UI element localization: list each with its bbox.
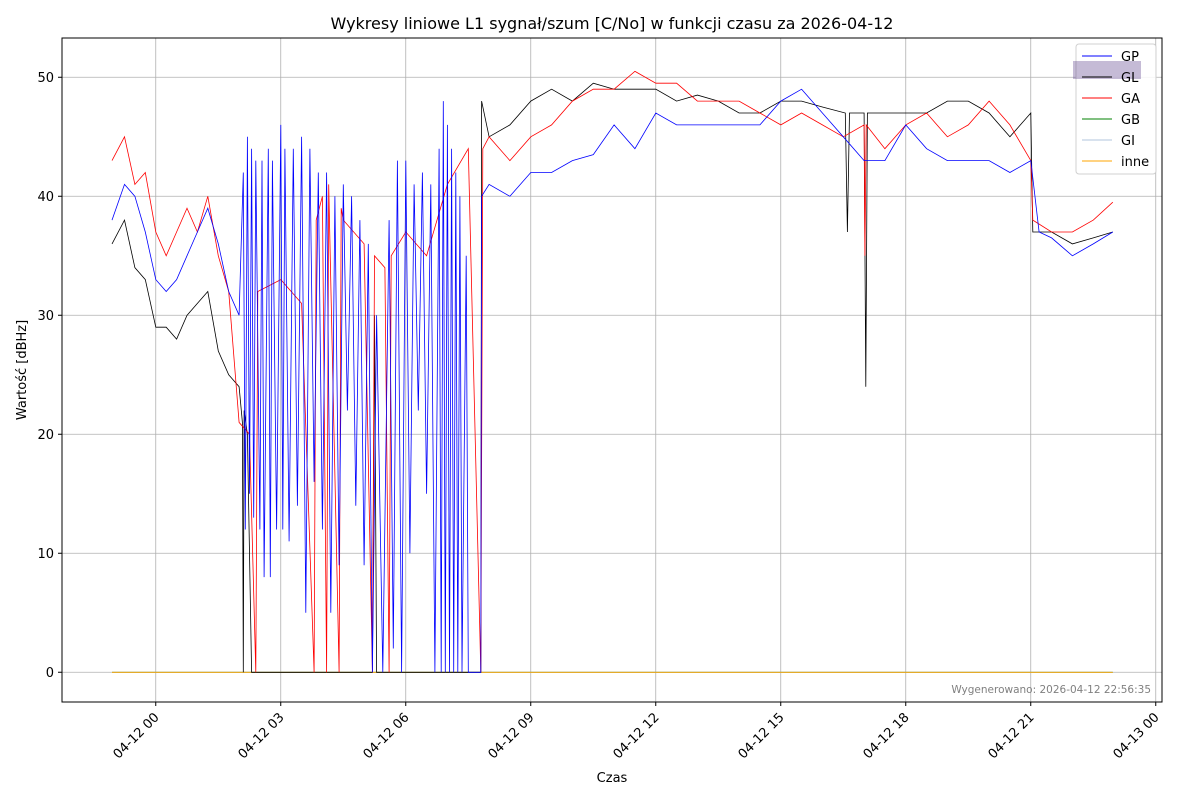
legend-label: inne [1121,155,1149,170]
y-tick-label: 0 [46,666,54,681]
legend: GP GL GA GB GI inne [1073,43,1157,175]
y-tick-label: 30 [37,309,54,324]
y-tick-label: 50 [37,71,54,86]
x-tick-label: 04-12 06 [361,710,413,762]
generated-annotation: Wygenerowano: 2026-04-12 22:56:35 [951,684,1151,696]
series-group [111,70,1114,673]
x-axis-label: Czas [597,771,628,786]
legend-label: GB [1121,113,1140,128]
logo-badge [1073,61,1141,79]
y-axis-label: Wartość [dBHz] [15,320,30,420]
y-ticks: 0 10 20 30 40 50 [37,71,62,681]
legend-label: GP [1121,50,1139,65]
x-tick-label: 04-12 18 [861,710,913,762]
x-tick-label: 04-12 00 [111,710,163,762]
series-line-gp [111,88,1114,673]
legend-label: GL [1121,71,1139,86]
x-tick-label: 04-12 03 [236,710,288,762]
series-line-ga [111,70,1114,673]
x-ticks: 04-12 00 04-12 03 04-12 06 04-12 09 04-12 12… [111,702,1163,762]
y-tick-label: 40 [37,190,54,205]
chart-title: Wykresy liniowe L1 sygnał/szum [C/No] w … [331,14,894,33]
y-tick-label: 10 [37,547,54,562]
plot-frame [61,37,1163,703]
x-tick-label: 04-12 12 [611,710,663,762]
x-tick-label: 04-12 09 [486,710,538,762]
x-tick-label: 04-12 15 [736,710,788,762]
x-tick-label: 04-12 21 [986,710,1038,762]
legend-label: GI [1121,134,1135,149]
legend-label: GA [1121,92,1140,107]
x-tick-label: 04-13 00 [1111,710,1163,762]
y-tick-label: 20 [37,428,54,443]
